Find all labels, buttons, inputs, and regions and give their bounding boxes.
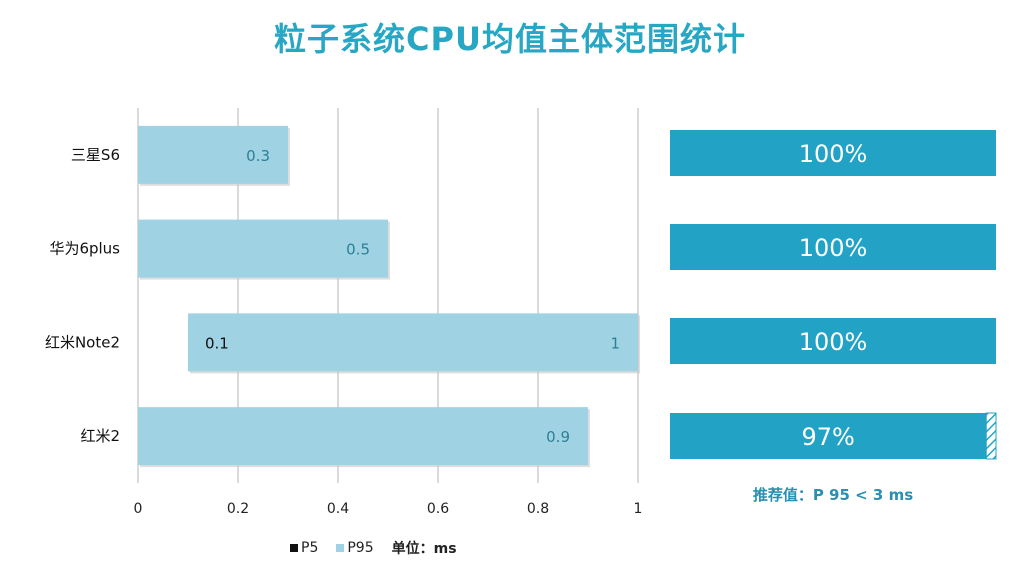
percent-bar — [670, 413, 987, 459]
legend-swatch-p5 — [290, 544, 298, 552]
data-label-p95: 0.3 — [246, 147, 270, 165]
percent-bar — [670, 224, 996, 270]
axis-labels: 0 0.2 0.4 0.6 0.8 1 三星S6 0.3 华为6plus 0.5 红米Note2 1 0… — [45, 146, 643, 517]
data-label-p95: 0.9 — [546, 428, 570, 446]
data-label-p5: 0.1 — [205, 334, 229, 352]
legend-label-p95: P95 — [347, 540, 374, 556]
percent-label: 100% — [799, 328, 868, 356]
bar-p95 — [188, 313, 638, 372]
unit-label: 单位：ms — [391, 541, 457, 557]
bar-p95 — [138, 125, 288, 184]
bar-p95 — [138, 407, 588, 466]
data-label-p95: 1 — [610, 334, 620, 352]
percent-bar — [670, 130, 996, 176]
percent-bar — [670, 318, 996, 364]
x-tick-label: 0.4 — [327, 501, 349, 517]
legend-swatch-p95 — [336, 544, 345, 552]
legend: P5 P95 单位：ms — [290, 538, 457, 558]
percent-label: 97% — [801, 423, 854, 451]
percent-label: 100% — [799, 234, 868, 262]
y-category-label: 三星S6 — [71, 146, 120, 164]
percent-bar-remainder — [985, 412, 997, 460]
percent-label: 100% — [799, 140, 868, 168]
bars-right: 100% 100% 100% 97% — [670, 130, 997, 460]
x-tick-label: 0.2 — [227, 501, 249, 517]
bar-p95 — [138, 219, 388, 278]
chart-title: 粒子系统CPU均值主体范围统计 — [274, 20, 746, 58]
data-label-p95: 0.5 — [346, 241, 370, 259]
x-tick-label: 0 — [134, 501, 143, 517]
legend-item-p5: P5 — [290, 540, 318, 556]
x-tick-label: 1 — [634, 501, 643, 517]
bars-left — [138, 125, 640, 468]
y-category-label: 红米Note2 — [45, 333, 120, 351]
y-category-label: 华为6plus — [49, 240, 120, 258]
y-category-label: 红米2 — [80, 427, 120, 445]
legend-item-p95: P95 — [336, 540, 374, 556]
x-tick-label: 0.6 — [427, 501, 449, 517]
x-tick-label: 0.8 — [527, 501, 549, 517]
recommended-value-note: 推荐值：P 95 < 3 ms — [752, 486, 914, 504]
legend-label-p5: P5 — [301, 540, 319, 556]
